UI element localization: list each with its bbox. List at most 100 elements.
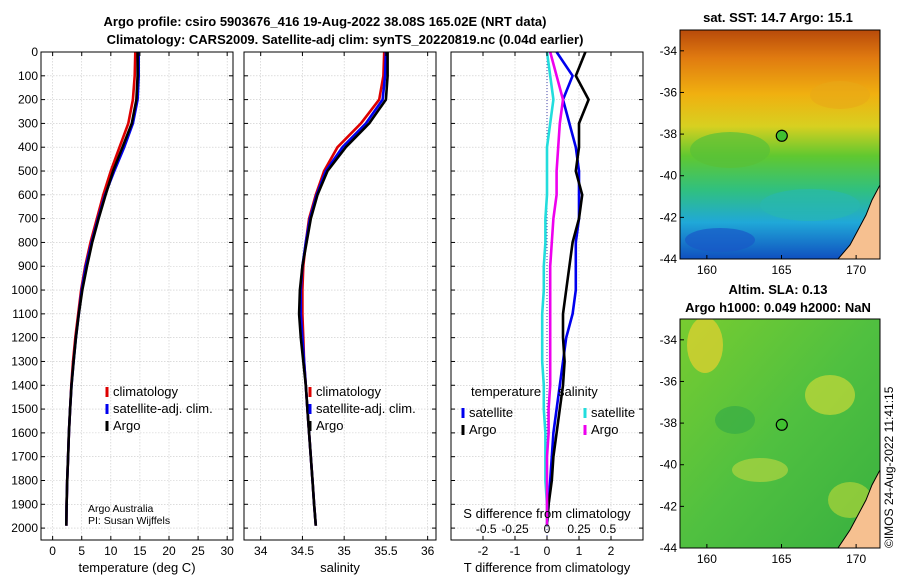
y-tick-label: 1700	[11, 450, 38, 464]
figure-title-line1: Argo profile: csiro 5903676_416 19-Aug-2…	[104, 14, 547, 29]
y-tick-label: 2000	[11, 521, 38, 535]
sla-map-title: Altim. SLA: 0.13	[729, 282, 828, 297]
credit-line1: Argo Australia	[88, 503, 154, 515]
x-tick-label: 2	[608, 544, 615, 558]
sst-patch	[690, 132, 770, 168]
map-y-tick-label: -36	[660, 85, 678, 99]
argo-float-marker	[775, 418, 788, 431]
x-tick-label: 0	[544, 544, 551, 558]
profile-panel-1: 34 34.5 35 35.5 36 salinity climatology satelli…	[243, 51, 437, 575]
y-tick-label: 1300	[11, 354, 38, 368]
x-tick-label: 35.5	[374, 544, 398, 558]
series-line-argo	[545, 51, 565, 526]
imos-timestamp: ©IMOS 24-Aug-2022 11:41:15	[882, 386, 896, 548]
y-tick-label: 1500	[11, 402, 38, 416]
figure-title-line2: Climatology: CARS2009. Satellite-adj cli…	[107, 32, 584, 47]
credit-line2: PI: Susan Wijffels	[88, 515, 170, 527]
x-tick-label: 0	[49, 544, 56, 558]
x-tick-label: 34	[254, 544, 268, 558]
map-y-tick-label: -40	[660, 169, 678, 183]
series-line-satellite	[545, 51, 581, 526]
sst-map-title: sat. SST: 14.7 Argo: 15.1	[703, 10, 853, 25]
sla-map-frame	[679, 318, 881, 549]
y-tick-label: 1800	[11, 473, 38, 487]
legend-label: satellite	[591, 405, 635, 420]
map-x-tick-label: 165	[771, 263, 791, 277]
map-x-tick-label: 160	[697, 552, 717, 566]
x-tick-label: 25	[191, 544, 205, 558]
land-new-zealand	[837, 184, 880, 259]
s-tick-label: 0	[544, 522, 551, 536]
legend-label: climatology	[316, 384, 382, 399]
sst-map-frame	[679, 29, 881, 260]
map-y-tick-label: -42	[660, 499, 678, 513]
map-y-tick-label: -38	[660, 127, 678, 141]
map-y-tick-label: -36	[660, 374, 678, 388]
map-x-tick-label: 170	[846, 552, 866, 566]
map-x-tick-label: 165	[771, 552, 791, 566]
series-line-argo	[65, 52, 139, 526]
y-tick-label: 1200	[11, 331, 38, 345]
x-tick-label: -2	[478, 544, 489, 558]
x-tick-label: 10	[104, 544, 118, 558]
x-tick-label: 35	[337, 544, 351, 558]
sla-map-subtitle: Argo h1000: 0.049 h2000: NaN	[685, 300, 871, 315]
y-tick-label: 100	[18, 69, 38, 83]
legend-label: Argo	[591, 422, 618, 437]
map-y-tick-label: -44	[660, 252, 678, 266]
map-x-tick-label: 160	[697, 263, 717, 277]
map-y-tick-label: -42	[660, 210, 678, 224]
y-tick-label: 1600	[11, 426, 38, 440]
x-tick-label: 1	[576, 544, 583, 558]
s-tick-label: 0.25	[567, 522, 591, 536]
y-tick-label: 400	[18, 140, 38, 154]
s-tick-label: -0.25	[501, 522, 529, 536]
y-tick-label: 700	[18, 212, 38, 226]
profile-panel-0: 0100200300400500600700800900100011001200…	[11, 45, 234, 575]
x-tick-label: 15	[133, 544, 147, 558]
legend-title-temperature: temperature	[471, 384, 541, 399]
x-axis-label: temperature (deg C)	[78, 560, 195, 575]
legend-label: Argo	[316, 418, 343, 433]
profile-panel-2: -2 -1 0 1 2 T difference from climatology temp…	[450, 51, 644, 575]
y-tick-label: 900	[18, 259, 38, 273]
y-tick-label: 1400	[11, 378, 38, 392]
legend-label: climatology	[113, 384, 179, 399]
sst-patch	[810, 81, 870, 109]
map-y-tick-label: -34	[660, 44, 678, 58]
y-tick-label: 1000	[11, 283, 38, 297]
sla-patch	[805, 375, 855, 415]
legend-label: satellite	[469, 405, 513, 420]
legend-label: satellite-adj. clim.	[316, 401, 416, 416]
y-tick-label: 500	[18, 164, 38, 178]
sla-patch	[715, 406, 755, 434]
map-y-tick-label: -44	[660, 541, 678, 555]
x-tick-label: 20	[162, 544, 176, 558]
series-line-climatology	[65, 51, 137, 526]
sst-patch	[685, 228, 755, 252]
y-tick-label: 0	[31, 45, 38, 59]
series-line-climatology	[301, 51, 386, 526]
s-tick-label: -0.5	[476, 522, 497, 536]
y-tick-label: 1900	[11, 497, 38, 511]
x-axis-label: salinity	[320, 560, 360, 575]
series-line-argo	[545, 51, 590, 526]
argo-float-marker	[775, 129, 788, 142]
y-tick-label: 300	[18, 116, 38, 130]
sla-patch	[732, 458, 788, 482]
series-line-satellite-adj-clim-	[299, 51, 388, 526]
map-x-tick-label: 170	[846, 263, 866, 277]
y-tick-label: 200	[18, 93, 38, 107]
x-axis-label: T difference from climatology	[464, 560, 631, 575]
map-y-tick-label: -34	[660, 333, 678, 347]
sla-patch	[687, 319, 723, 373]
x-tick-label: 5	[78, 544, 85, 558]
map-y-tick-label: -38	[660, 416, 678, 430]
sst-patch	[760, 189, 860, 221]
map-y-tick-label: -40	[660, 458, 678, 472]
series-line-argo	[297, 52, 389, 526]
sla-map: Altim. SLA: 0.13 Argo h1000: 0.049 h2000…	[660, 282, 881, 566]
series-line-satellite	[540, 51, 555, 526]
sst-map: sat. SST: 14.7 Argo: 15.1 160 165 170 -34 -3…	[660, 10, 881, 277]
